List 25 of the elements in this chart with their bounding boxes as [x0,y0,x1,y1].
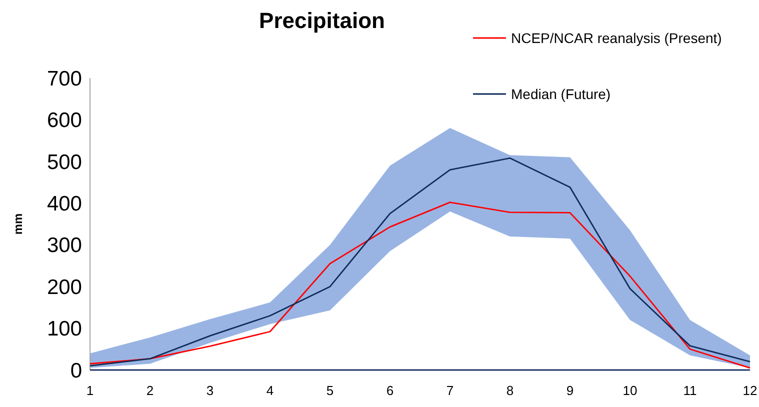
y-axis-title: mm [11,213,25,235]
x-tick-label: 12 [742,383,758,398]
legend-label: Median (Future) [511,86,611,102]
y-tick-label: 600 [46,109,82,132]
y-tick-label: 200 [46,276,82,299]
chart-title: Precipitaion [259,8,385,33]
x-tick-label: 4 [266,383,274,398]
x-tick-label: 7 [446,383,454,398]
y-tick-label: 100 [46,318,82,341]
x-tick-label: 1 [86,383,94,398]
x-tick-label: 2 [146,383,154,398]
y-tick-label: 700 [46,67,82,90]
legend-label: NCEP/NCAR reanalysis (Present) [511,30,722,46]
x-tick-label: 6 [386,383,394,398]
line-series [89,202,751,369]
y-tick-label: 500 [46,150,82,174]
x-tick-label: 8 [506,383,514,398]
x-tick-label: 5 [326,383,334,398]
x-tick-label: 3 [206,383,214,398]
x-tick-label: 9 [566,383,574,398]
y-tick-label: 400 [46,192,82,216]
x-tick-label: 11 [683,383,697,398]
y-tick-label: 0 [70,359,82,382]
y-tick-label: 300 [46,234,82,258]
x-tick-label: 10 [622,383,638,398]
